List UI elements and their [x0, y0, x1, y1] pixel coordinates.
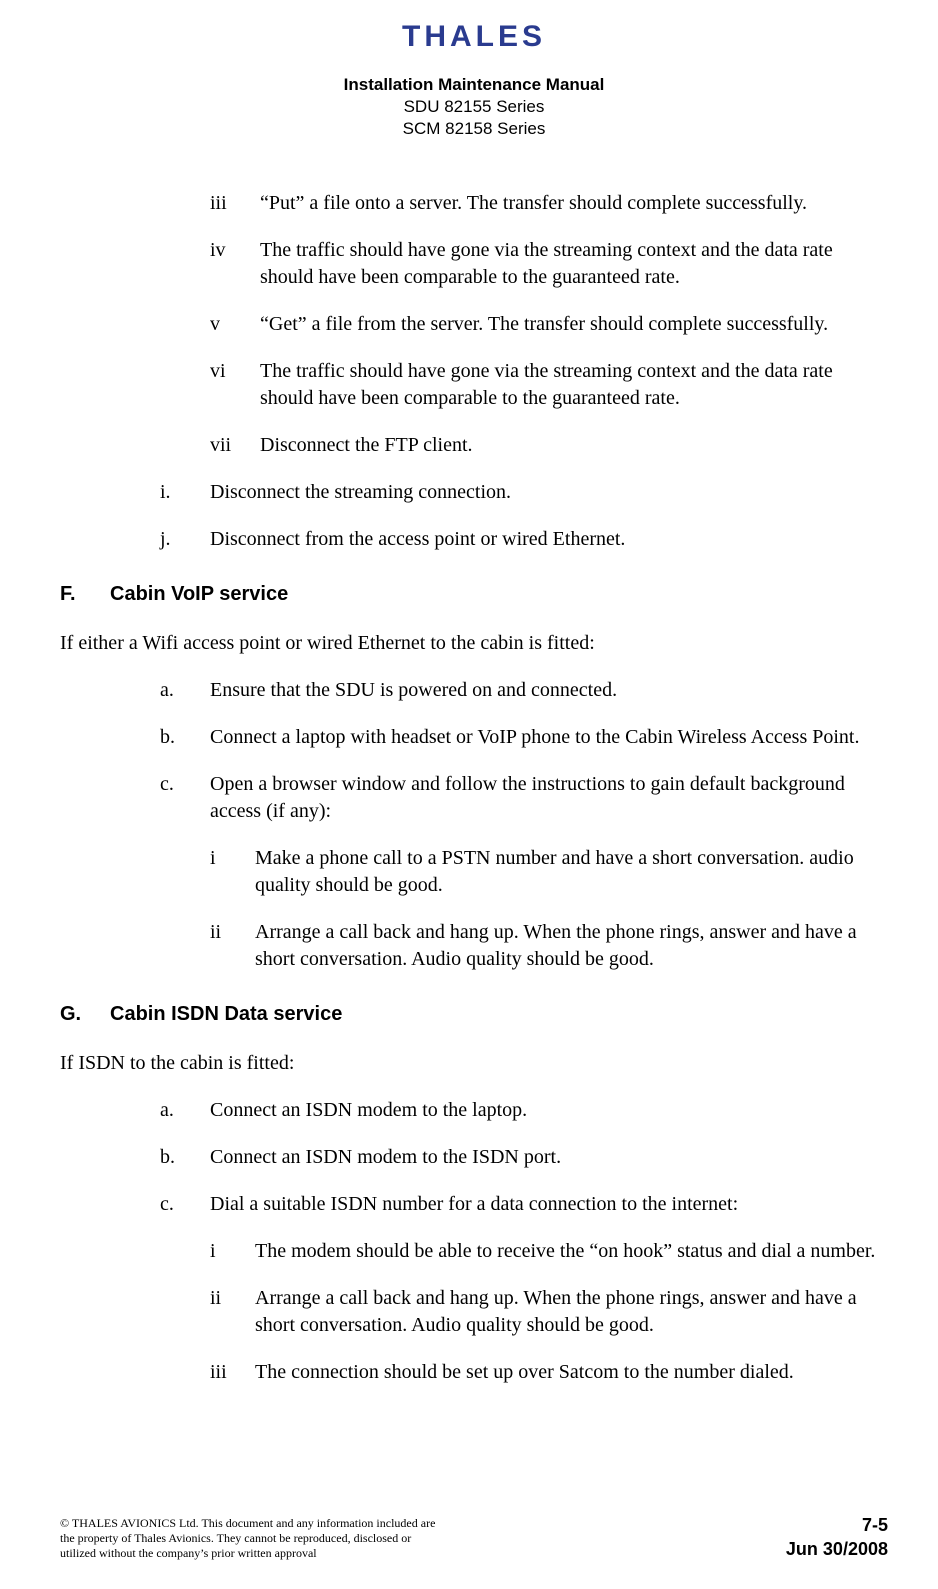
list-item: i. Disconnect the streaming connection. — [60, 479, 888, 506]
item-marker: iii — [210, 1359, 255, 1386]
section-title: Cabin VoIP service — [110, 581, 288, 608]
item-marker: vi — [210, 358, 260, 412]
section-intro: If either a Wifi access point or wired E… — [60, 630, 888, 657]
list-item: c. Open a browser window and follow the … — [60, 771, 888, 825]
list-item: i Make a phone call to a PSTN number and… — [60, 845, 888, 899]
document-body: iii “Put” a file onto a server. The tran… — [60, 190, 888, 1386]
list-item: b. Connect a laptop with headset or VoIP… — [60, 724, 888, 751]
section-marker: G. — [60, 1001, 110, 1028]
item-text: Arrange a call back and hang up. When th… — [255, 919, 888, 973]
list-item: vii Disconnect the FTP client. — [60, 432, 888, 459]
item-text: “Get” a file from the server. The transf… — [260, 311, 888, 338]
item-text: Dial a suitable ISDN number for a data c… — [210, 1191, 888, 1218]
item-text: Connect a laptop with headset or VoIP ph… — [210, 724, 888, 751]
item-text: The connection should be set up over Sat… — [255, 1359, 888, 1386]
item-text: The traffic should have gone via the str… — [260, 358, 888, 412]
document-page: THALES Installation Maintenance Manual S… — [0, 0, 938, 1589]
item-text: Arrange a call back and hang up. When th… — [255, 1285, 888, 1339]
list-item: c. Dial a suitable ISDN number for a dat… — [60, 1191, 888, 1218]
item-text: The modem should be able to receive the … — [255, 1238, 888, 1265]
manual-title: Installation Maintenance Manual — [60, 74, 888, 96]
section-heading-g: G. Cabin ISDN Data service — [60, 1001, 888, 1028]
item-marker: i. — [160, 479, 210, 506]
item-text: Open a browser window and follow the ins… — [210, 771, 888, 825]
item-text: Connect an ISDN modem to the ISDN port. — [210, 1144, 888, 1171]
item-text: Disconnect the FTP client. — [260, 432, 888, 459]
list-item: vi The traffic should have gone via the … — [60, 358, 888, 412]
item-text: “Put” a file onto a server. The transfer… — [260, 190, 888, 217]
item-marker: a. — [160, 1097, 210, 1124]
item-marker: iii — [210, 190, 260, 217]
item-text: Make a phone call to a PSTN number and h… — [255, 845, 888, 899]
item-text: Connect an ISDN modem to the laptop. — [210, 1097, 888, 1124]
item-marker: b. — [160, 724, 210, 751]
item-marker: vii — [210, 432, 260, 459]
copyright-notice: © THALES AVIONICS Ltd. This document and… — [60, 1516, 440, 1561]
section-marker: F. — [60, 581, 110, 608]
section-heading-f: F. Cabin VoIP service — [60, 581, 888, 608]
list-item: j. Disconnect from the access point or w… — [60, 526, 888, 553]
item-marker: a. — [160, 677, 210, 704]
item-marker: ii — [210, 919, 255, 973]
list-item: iii The connection should be set up over… — [60, 1359, 888, 1386]
page-footer: © THALES AVIONICS Ltd. This document and… — [60, 1514, 888, 1561]
list-item: iii “Put” a file onto a server. The tran… — [60, 190, 888, 217]
footer-right: 7-5 Jun 30/2008 — [786, 1514, 888, 1561]
document-header: Installation Maintenance Manual SDU 8215… — [60, 74, 888, 140]
page-date: Jun 30/2008 — [786, 1538, 888, 1561]
series-line-2: SCM 82158 Series — [60, 118, 888, 140]
list-item: i The modem should be able to receive th… — [60, 1238, 888, 1265]
section-title: Cabin ISDN Data service — [110, 1001, 342, 1028]
item-marker: b. — [160, 1144, 210, 1171]
list-item: ii Arrange a call back and hang up. When… — [60, 1285, 888, 1339]
list-item: v “Get” a file from the server. The tran… — [60, 311, 888, 338]
item-marker: c. — [160, 771, 210, 825]
item-text: The traffic should have gone via the str… — [260, 237, 888, 291]
item-text: Ensure that the SDU is powered on and co… — [210, 677, 888, 704]
list-item: a. Ensure that the SDU is powered on and… — [60, 677, 888, 704]
item-marker: j. — [160, 526, 210, 553]
list-item: iv The traffic should have gone via the … — [60, 237, 888, 291]
series-line-1: SDU 82155 Series — [60, 96, 888, 118]
item-text: Disconnect the streaming connection. — [210, 479, 888, 506]
item-marker: ii — [210, 1285, 255, 1339]
item-marker: i — [210, 1238, 255, 1265]
brand-logo: THALES — [60, 20, 888, 54]
item-marker: i — [210, 845, 255, 899]
list-item: b. Connect an ISDN modem to the ISDN por… — [60, 1144, 888, 1171]
item-marker: c. — [160, 1191, 210, 1218]
item-marker: iv — [210, 237, 260, 291]
item-marker: v — [210, 311, 260, 338]
list-item: a. Connect an ISDN modem to the laptop. — [60, 1097, 888, 1124]
item-text: Disconnect from the access point or wire… — [210, 526, 888, 553]
section-intro: If ISDN to the cabin is fitted: — [60, 1050, 888, 1077]
page-number: 7-5 — [786, 1514, 888, 1537]
list-item: ii Arrange a call back and hang up. When… — [60, 919, 888, 973]
